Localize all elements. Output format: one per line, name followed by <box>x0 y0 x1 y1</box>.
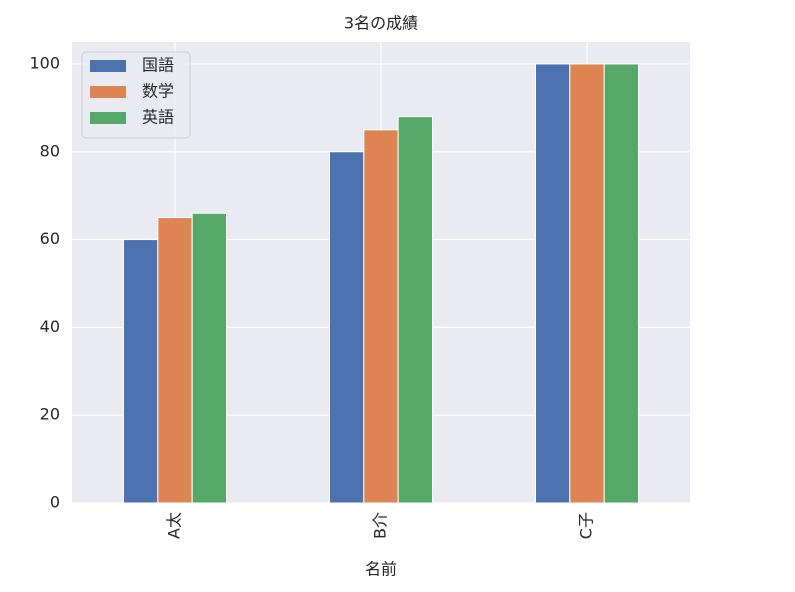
bar <box>123 239 159 504</box>
bar <box>329 151 365 504</box>
y-tick-label: 40 <box>40 317 60 336</box>
legend-swatch <box>90 60 126 72</box>
legend-label: 英語 <box>142 108 174 127</box>
bar <box>603 63 640 504</box>
y-tick-label: 20 <box>40 405 60 424</box>
x-axis-label: 名前 <box>365 560 397 579</box>
x-tick-label: C子 <box>577 512 596 539</box>
bar <box>535 63 571 504</box>
y-tick-label: 60 <box>40 229 60 248</box>
bar <box>191 212 228 504</box>
x-tick-label: A太 <box>165 512 184 539</box>
bar <box>363 129 399 504</box>
y-tick-label: 100 <box>29 53 60 72</box>
chart-title: 3名の成績 <box>344 14 418 33</box>
bar <box>569 63 605 504</box>
y-tick-label: 80 <box>40 141 60 160</box>
legend-swatch <box>90 86 126 98</box>
legend-label: 数学 <box>142 82 174 101</box>
y-tick-label: 0 <box>50 493 60 512</box>
x-tick-label: B介 <box>371 512 390 539</box>
bar <box>157 217 193 504</box>
legend-swatch <box>90 112 126 124</box>
legend-label: 国語 <box>142 56 174 75</box>
bar <box>397 116 433 504</box>
